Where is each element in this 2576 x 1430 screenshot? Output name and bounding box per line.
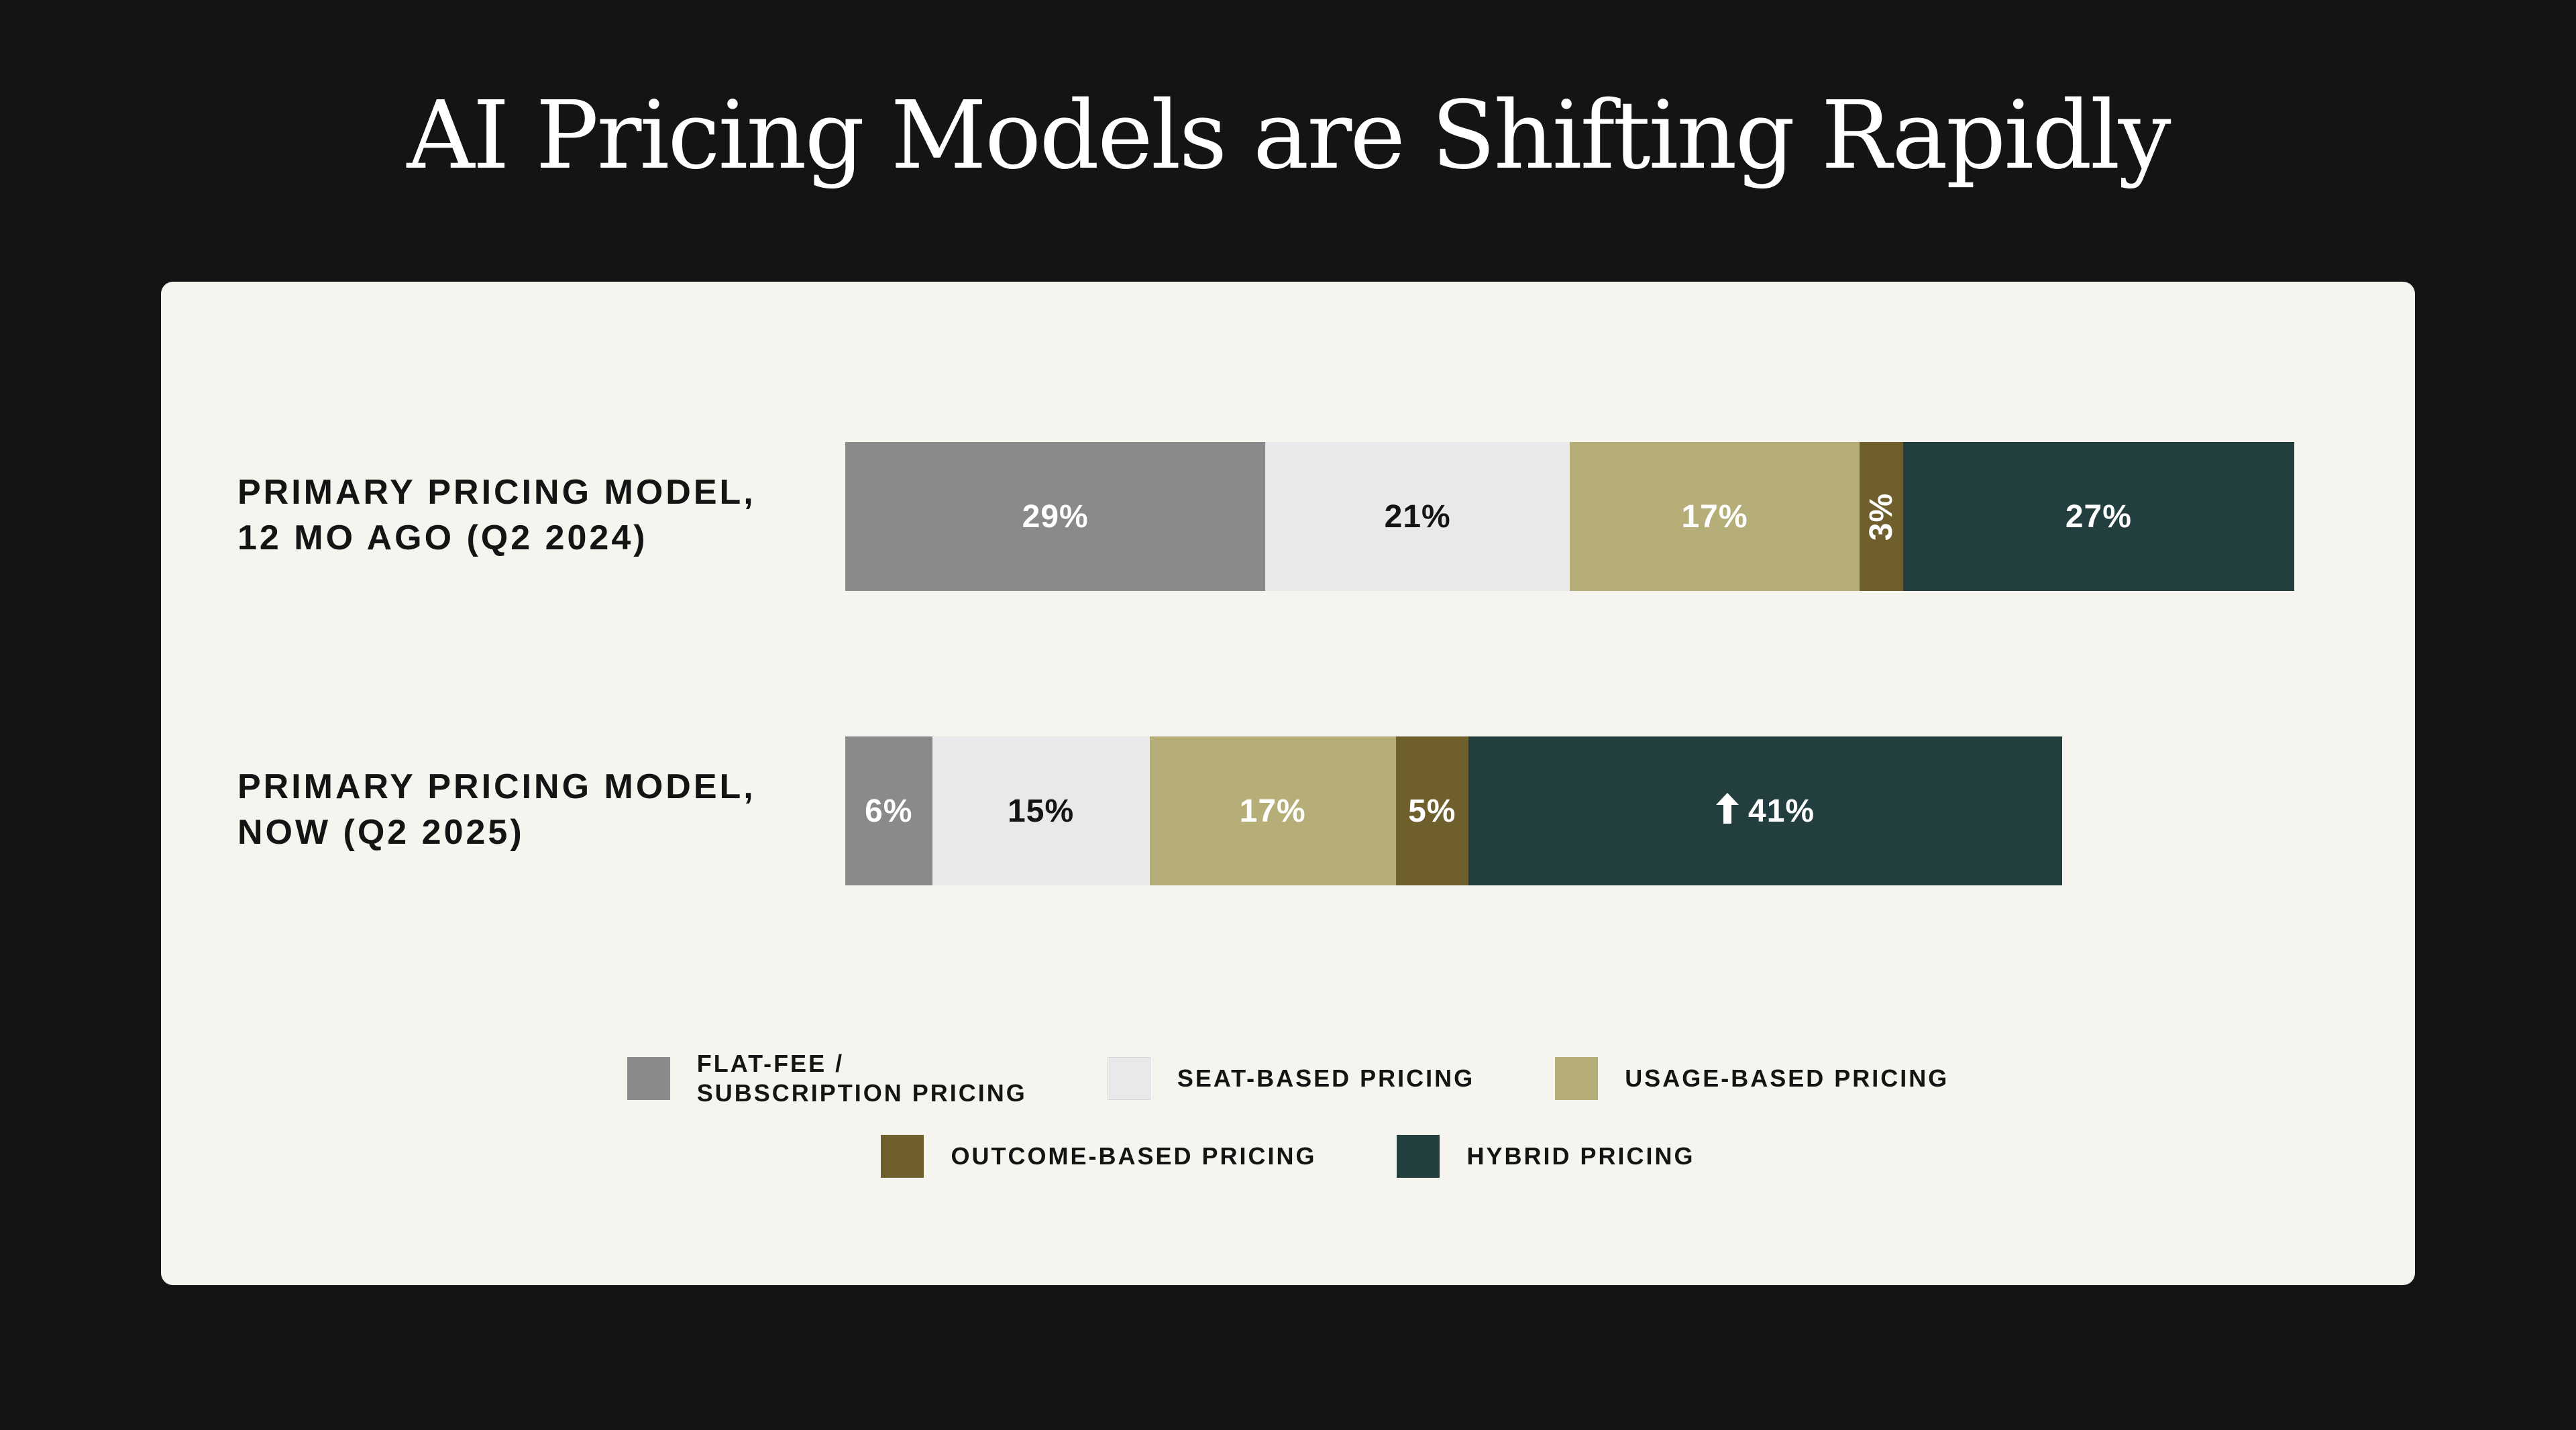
legend-swatch <box>1107 1057 1150 1100</box>
legend-item: OUTCOME-BASED PRICING <box>881 1135 1316 1178</box>
legend-row: OUTCOME-BASED PRICING HYBRID PRICING <box>0 1130 2576 1183</box>
row-label-line: NOW (Q2 2025) <box>237 813 525 852</box>
data-label: 41% <box>1748 793 1815 829</box>
legend-swatch <box>627 1057 670 1100</box>
data-label: 3% <box>1863 492 1899 541</box>
legend-label-line: FLAT-FEE / <box>696 1050 845 1077</box>
bar-segment: 17% <box>1569 442 1860 591</box>
legend-row: FLAT-FEE / SUBSCRIPTION PRICING SEAT-BASED… <box>0 1049 2576 1108</box>
data-label: 21% <box>1384 498 1451 535</box>
legend-label: OUTCOME-BASED PRICING <box>951 1142 1316 1171</box>
row-label-line: PRIMARY PRICING MODEL, <box>237 473 756 512</box>
page-title: AI Pricing Models are Shifting Rapidly <box>407 81 2171 190</box>
bar-segment: 17% <box>1149 736 1396 885</box>
data-label: 29% <box>1022 498 1089 535</box>
row-label-line: 12 MO AGO (Q2 2024) <box>237 518 648 557</box>
bar-segment: 29% <box>845 442 1266 591</box>
stacked-bar-0: 29% 21% 17% 3% 27% <box>845 442 2294 591</box>
legend-item: SEAT-BASED PRICING <box>1107 1057 1474 1100</box>
data-label: 17% <box>1681 498 1748 535</box>
bar-segment: 5% <box>1395 736 1468 885</box>
legend-item: FLAT-FEE / SUBSCRIPTION PRICING <box>627 1049 1027 1108</box>
data-label: 5% <box>1408 793 1456 829</box>
data-label: 15% <box>1008 793 1075 829</box>
bar-segment: 6% <box>845 736 932 885</box>
legend-swatch <box>881 1135 924 1178</box>
legend-label-line: SUBSCRIPTION PRICING <box>696 1079 1027 1107</box>
legend-swatch <box>1555 1057 1599 1100</box>
legend-label: HYBRID PRICING <box>1466 1142 1695 1171</box>
stacked-bar-1: 6% 15% 17% 5% 41% <box>845 736 2294 885</box>
legend-label: FLAT-FEE / SUBSCRIPTION PRICING <box>697 1049 1027 1108</box>
legend-label-line: OUTCOME-BASED PRICING <box>951 1142 1317 1170</box>
row-label-1: PRIMARY PRICING MODEL, NOW (Q2 2025) <box>237 764 828 855</box>
bar-segment: 3% <box>1859 442 1903 591</box>
legend-label-line: SEAT-BASED PRICING <box>1177 1064 1475 1092</box>
bar-segment: 27% <box>1902 442 2294 591</box>
bar-segment: 21% <box>1265 442 1570 591</box>
data-label: 6% <box>865 793 913 829</box>
arrow-up-icon <box>1716 793 1739 824</box>
legend-swatch <box>1397 1135 1440 1178</box>
legend-label: USAGE-BASED PRICING <box>1625 1064 1949 1093</box>
legend-label-line: USAGE-BASED PRICING <box>1625 1064 1949 1092</box>
bar-segment: 41% <box>1468 736 2063 885</box>
row-label-0: PRIMARY PRICING MODEL, 12 MO AGO (Q2 2024… <box>237 470 828 561</box>
legend-label: SEAT-BASED PRICING <box>1177 1064 1474 1093</box>
legend-item: HYBRID PRICING <box>1397 1135 1695 1178</box>
data-label: 17% <box>1239 793 1306 829</box>
row-label-line: PRIMARY PRICING MODEL, <box>237 767 756 806</box>
legend-label-line: HYBRID PRICING <box>1466 1142 1695 1170</box>
data-label: 27% <box>2065 498 2132 535</box>
chart-legend: FLAT-FEE / SUBSCRIPTION PRICING SEAT-BASED… <box>0 1049 2576 1183</box>
legend-item: USAGE-BASED PRICING <box>1555 1057 1949 1100</box>
bar-segment: 15% <box>932 736 1150 885</box>
